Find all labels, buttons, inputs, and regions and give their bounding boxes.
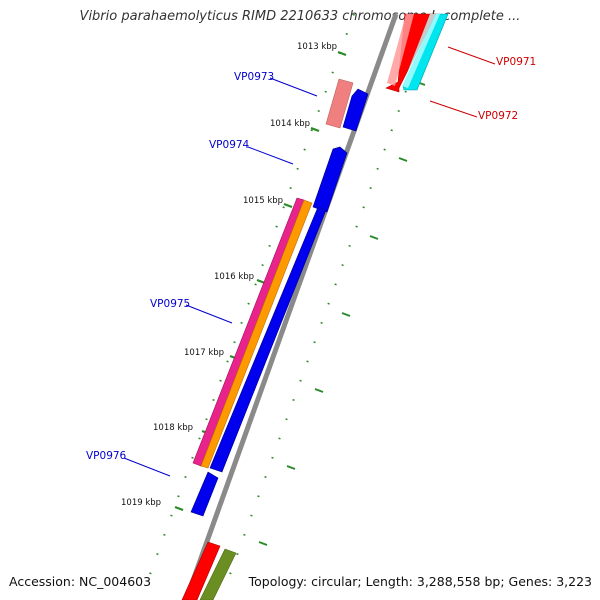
scale-label-1017: 1017 kbp [184, 348, 224, 358]
major-tick [286, 465, 296, 470]
gene-VP0973-blue-arrow[interactable] [342, 88, 369, 132]
gene-VP0974-blue-arrow[interactable] [312, 146, 348, 213]
major-tick [310, 126, 320, 133]
scale-label-1019: 1019 kbp [121, 498, 161, 508]
inner-major-ticks [258, 81, 426, 546]
gene-VP0975-orange-bar[interactable] [200, 199, 313, 469]
major-tick [398, 157, 408, 162]
major-tick [369, 235, 379, 240]
leader-VP0976 [123, 457, 171, 477]
outer-tick-guide [147, 13, 355, 581]
scale-labels: 1013 kbp 1014 kbp 1015 kbp 1016 kbp 1017… [121, 42, 337, 508]
gene-label-VP0976[interactable]: VP0976 [86, 450, 127, 462]
major-tick [283, 202, 293, 209]
major-tick [341, 312, 351, 317]
gene-label-VP0973[interactable]: VP0973 [234, 71, 274, 83]
leader-VP0975 [185, 304, 233, 324]
gene-VP0976-blue-arrow[interactable] [190, 471, 219, 517]
reverse-features [181, 78, 369, 600]
leader-VP0972 [429, 100, 478, 118]
major-tick [258, 541, 268, 546]
scale-label-1014: 1014 kbp [270, 119, 310, 129]
forward-features [385, 13, 449, 93]
gene-label-VP0972[interactable]: VP0972 [478, 110, 518, 122]
leader-lines [123, 46, 496, 477]
gene-VP0972-light-arrow[interactable] [402, 14, 440, 88]
gene-labels: VP0971 VP0972 VP0973 VP0974 VP0975 VP097… [86, 56, 536, 462]
scale-label-1013: 1013 kbp [297, 42, 337, 52]
scale-label-1018: 1018 kbp [153, 423, 193, 433]
gene-red-bottom-bar[interactable] [181, 541, 221, 600]
gene-VP0971-pink-arrow[interactable] [387, 14, 414, 86]
major-tick [314, 388, 324, 393]
topology-summary: Topology: circular; Length: 3,288,558 bp… [248, 574, 592, 589]
major-tick [337, 50, 347, 57]
gene-label-VP0971[interactable]: VP0971 [496, 56, 536, 68]
gene-VP0973-salmon-block[interactable] [325, 78, 354, 129]
gene-label-VP0974[interactable]: VP0974 [209, 139, 250, 151]
gene-label-VP0975[interactable]: VP0975 [150, 298, 190, 310]
leader-VP0974 [247, 146, 294, 165]
scale-label-1015: 1015 kbp [243, 196, 283, 206]
gene-VP0975-blue-bar[interactable] [209, 206, 327, 473]
scale-label-1016: 1016 kbp [214, 272, 254, 282]
leader-VP0973 [269, 77, 318, 97]
major-tick [174, 505, 184, 512]
leader-VP0971 [447, 46, 496, 65]
gene-olive-bottom-bar[interactable] [199, 548, 237, 600]
accession-label: Accession: NC_004603 [9, 574, 152, 589]
major-ticks [174, 50, 347, 512]
